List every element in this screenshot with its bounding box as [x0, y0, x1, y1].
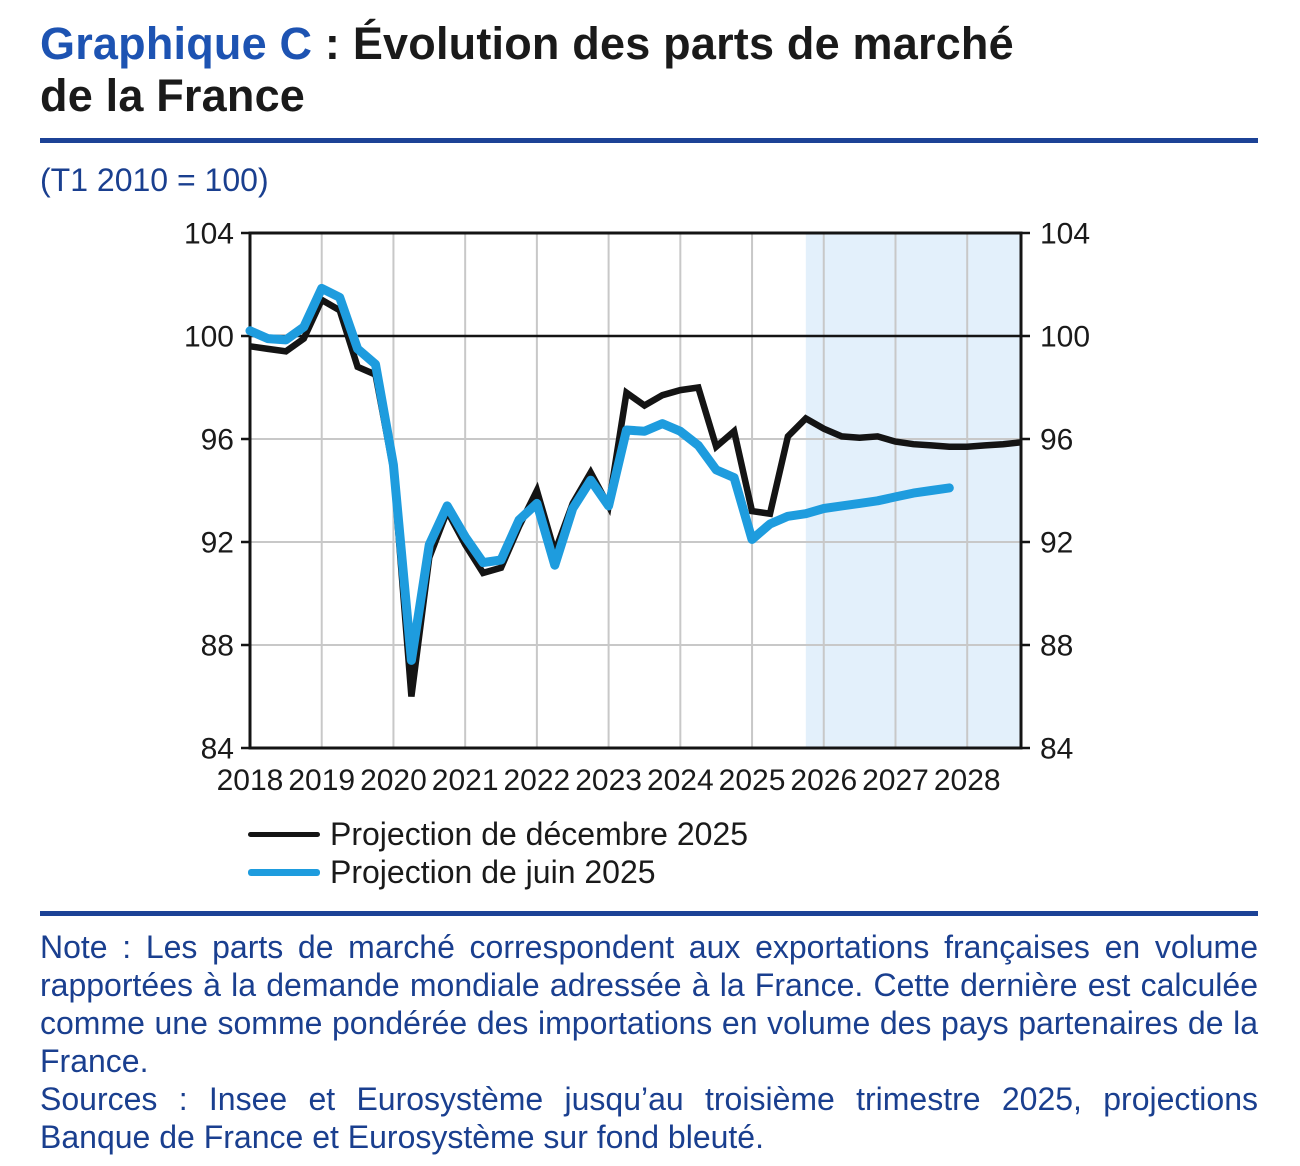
legend-label: Projection de décembre 2025	[330, 815, 749, 852]
bottom-divider	[40, 911, 1258, 916]
x-axis-label-2023: 2023	[575, 764, 642, 797]
top-divider	[40, 138, 1258, 143]
chart-title-line1: Graphique C : Évolution des parts de mar…	[40, 18, 1258, 70]
chart-title-rest: : Évolution des parts de marché	[312, 18, 1014, 69]
x-axis-label-2025: 2025	[719, 764, 786, 797]
x-axis-label-2024: 2024	[647, 764, 714, 797]
x-axis-label-2022: 2022	[504, 764, 571, 797]
chart-title-line2: de la France	[40, 70, 306, 121]
x-axis-label-2028: 2028	[934, 764, 1001, 797]
x-axis-label-2018: 2018	[217, 764, 284, 797]
chart-legend: Projection de décembre 2025 Projection d…	[248, 815, 1258, 891]
legend-swatch-blue-line	[248, 868, 320, 876]
note-text: Note : Les parts de marché correspondent…	[40, 929, 1258, 1079]
axis-unit-note: (T1 2010 = 100)	[40, 162, 269, 198]
legend-item-projection-decembre-2025: Projection de décembre 2025	[248, 815, 1258, 853]
legend-swatch-black-line	[248, 831, 320, 837]
y-axis-label-right-100: 100	[1040, 321, 1090, 354]
y-axis-label-left-92: 92	[201, 527, 234, 560]
sources-text: Sources : Insee et Eurosystème jusqu’au …	[40, 1081, 1258, 1155]
y-axis-label-right-104: 104	[1040, 218, 1090, 251]
x-axis-label-2026: 2026	[790, 764, 857, 797]
x-axis-label-2019: 2019	[288, 764, 355, 797]
y-axis-label-right-96: 96	[1040, 424, 1073, 457]
plot-frame	[248, 231, 1023, 750]
chart-title: Graphique C : Évolution des parts de mar…	[40, 18, 1258, 122]
y-axis-label-left-96: 96	[201, 424, 234, 457]
x-axis-label-2027: 2027	[862, 764, 929, 797]
y-axis-label-right-88: 88	[1040, 630, 1073, 663]
y-axis-label-right-84: 84	[1040, 733, 1073, 766]
legend-item-projection-juin-2025: Projection de juin 2025	[248, 853, 1258, 891]
y-axis-label-left-104: 104	[184, 218, 234, 251]
chart-title-prefix: Graphique C	[40, 18, 313, 69]
x-axis-label-2020: 2020	[360, 764, 427, 797]
notes-block: Note : Les parts de marché correspondent…	[40, 928, 1258, 1156]
y-axis-label-left-100: 100	[184, 321, 234, 354]
y-axis-label-left-84: 84	[201, 733, 234, 766]
series-line-projection-juin-2025	[245, 283, 954, 665]
y-axis-label-left-88: 88	[201, 630, 234, 663]
x-axis-label-2021: 2021	[432, 764, 499, 797]
y-axis-label-right-92: 92	[1040, 527, 1073, 560]
market-share-line-chart: 84 84 88 88 92 92 96 96 100 100 104 104 2018 2019 2020…	[184, 218, 1090, 798]
legend-label: Projection de juin 2025	[330, 853, 656, 890]
